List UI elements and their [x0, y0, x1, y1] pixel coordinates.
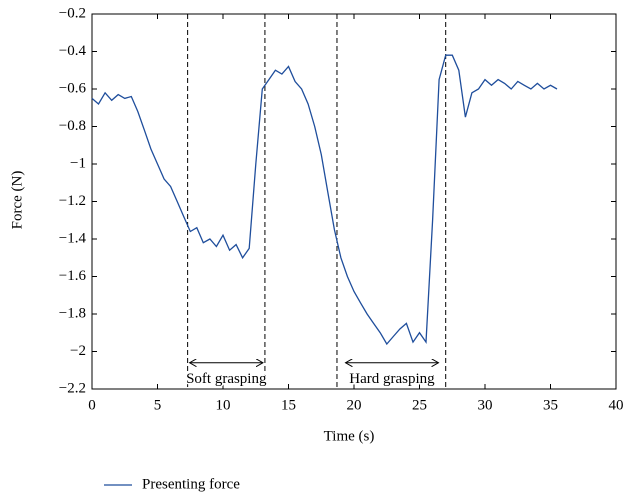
y-axis-label: Force (N): [9, 171, 25, 230]
y-tick-label: −2.2: [59, 380, 86, 396]
y-tick-label: −1: [70, 155, 86, 171]
x-tick-label: 10: [216, 397, 231, 413]
x-tick-label: 20: [347, 397, 362, 413]
legend-label: Presenting force: [142, 476, 240, 492]
x-tick-label: 35: [543, 397, 558, 413]
data-line: [91, 54, 558, 346]
y-tick-label: −1.8: [59, 305, 86, 321]
y-tick-label: −0.8: [59, 118, 86, 134]
x-tick-label: 15: [281, 397, 296, 413]
x-tick-label: 40: [609, 397, 624, 413]
y-tick-label: −0.2: [59, 5, 86, 21]
plot-frame: [91, 13, 617, 390]
x-tick-label: 30: [478, 397, 493, 413]
x-tick-label: 5: [154, 397, 162, 413]
y-tick-label: −1.2: [59, 193, 86, 209]
y-tick-label: −1.4: [59, 230, 87, 246]
x-axis-label: Time (s): [324, 428, 375, 444]
x-tick-label: 25: [412, 397, 427, 413]
annotation-text: Hard grasping: [349, 371, 435, 387]
annotation-text: Soft grasping: [186, 371, 267, 387]
y-tick-label: −1.6: [59, 268, 87, 284]
y-tick-label: −0.4: [59, 43, 87, 59]
y-tick-label: −0.6: [59, 80, 87, 96]
y-tick-label: −2: [70, 343, 86, 359]
x-tick-label: 0: [88, 397, 96, 413]
